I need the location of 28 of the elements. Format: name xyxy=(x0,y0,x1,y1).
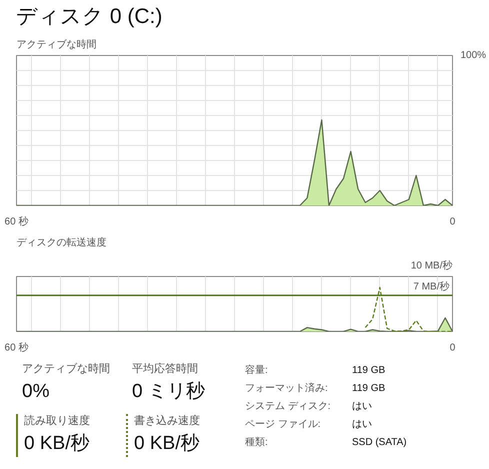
text: 容量: xyxy=(245,364,268,378)
text: 0 KB/秒 xyxy=(24,432,90,456)
text: 種類: xyxy=(245,436,268,450)
x-tick-label: 0 xyxy=(450,216,456,228)
chart-subtitle: アクティブな時間 xyxy=(16,38,96,50)
text: 読み取り速度 xyxy=(24,414,90,429)
text: システム ディスク: xyxy=(245,400,331,414)
text: ページ ファイル: xyxy=(245,418,321,432)
y-tick-label: 100% xyxy=(460,50,486,61)
text: アクティブな時間 xyxy=(22,362,110,377)
text: はい xyxy=(352,400,372,414)
x-tick-label: 0 xyxy=(450,342,456,354)
text: 10 MB/秒 xyxy=(410,260,453,272)
chart-title: ディスクの転送速度 xyxy=(16,236,106,248)
text: 119 GB xyxy=(352,364,386,378)
text: フォーマット済み: xyxy=(245,382,328,396)
text: はい xyxy=(352,418,372,432)
text: 0 ミリ秒 xyxy=(132,380,205,404)
text: 119 GB xyxy=(352,382,386,396)
x-tick-label: 60 秒 xyxy=(4,216,28,228)
text: 0 KB/秒 xyxy=(134,432,200,456)
text: 書き込み速度 xyxy=(134,414,200,429)
text: 0% xyxy=(22,380,50,404)
text: SSD (SATA) xyxy=(352,436,407,450)
ref-line-label: 7 MB/秒 xyxy=(413,280,450,292)
x-tick-label: 60 秒 xyxy=(4,342,28,354)
text: 平均応答時間 xyxy=(132,362,199,377)
chart-title: ディスク 0 (C:) xyxy=(15,4,162,30)
